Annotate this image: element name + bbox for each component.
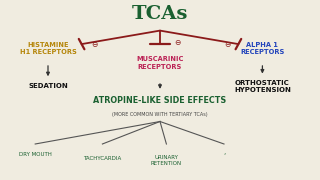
Text: ATROPINE-LIKE SIDE EFFECTS: ATROPINE-LIKE SIDE EFFECTS: [93, 96, 227, 105]
Text: ‘: ‘: [223, 152, 225, 158]
Text: ORTHOSTATIC
HYPOTENSION: ORTHOSTATIC HYPOTENSION: [234, 80, 291, 93]
Text: DRY MOUTH: DRY MOUTH: [19, 152, 52, 157]
Text: ⊖: ⊖: [174, 38, 181, 47]
Text: HISTAMINE
H1 RECEPTORS: HISTAMINE H1 RECEPTORS: [20, 42, 76, 55]
Text: ⊖: ⊖: [91, 40, 98, 49]
Text: ⊖: ⊖: [224, 40, 230, 49]
Text: URINARY
RETENTION: URINARY RETENTION: [151, 155, 182, 166]
Text: SEDATION: SEDATION: [28, 83, 68, 89]
Text: ALPHA 1
RECEPTORS: ALPHA 1 RECEPTORS: [240, 42, 284, 55]
Text: TACHYCARDIA: TACHYCARDIA: [83, 156, 122, 161]
Text: TCAs: TCAs: [132, 5, 188, 23]
Text: MUSCARINIC
RECEPTORS: MUSCARINIC RECEPTORS: [136, 56, 184, 70]
Text: (MORE COMMON WITH TERTIARY TCAs): (MORE COMMON WITH TERTIARY TCAs): [112, 112, 208, 117]
